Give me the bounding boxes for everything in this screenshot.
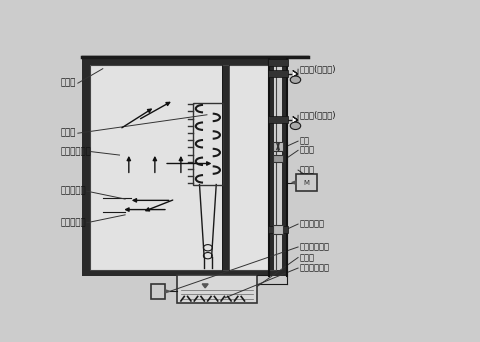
- Text: 加湿器: 加湿器: [300, 253, 315, 262]
- Polygon shape: [292, 181, 296, 184]
- Text: 电动机: 电动机: [300, 166, 315, 174]
- Bar: [268, 226, 288, 233]
- Bar: [268, 60, 288, 66]
- Text: 湿球温度计: 湿球温度计: [61, 218, 86, 227]
- Bar: [90, 65, 276, 270]
- Polygon shape: [293, 117, 298, 123]
- Bar: [273, 155, 283, 162]
- Text: 加湿器电动机: 加湿器电动机: [300, 242, 330, 251]
- Polygon shape: [293, 117, 298, 123]
- Bar: [82, 59, 284, 276]
- Text: 膨胀阀(冷却用): 膨胀阀(冷却用): [300, 65, 336, 74]
- Bar: [269, 59, 287, 276]
- Text: 加湿器风扇: 加湿器风扇: [300, 220, 325, 228]
- Bar: [90, 65, 276, 270]
- Bar: [296, 174, 317, 191]
- Polygon shape: [293, 71, 298, 77]
- Polygon shape: [165, 290, 170, 293]
- Text: 加热器: 加热器: [300, 146, 315, 155]
- Text: 干球温度计: 干球温度计: [61, 187, 86, 196]
- Bar: [177, 275, 257, 303]
- Text: 风扇: 风扇: [300, 136, 310, 146]
- Bar: [193, 103, 223, 185]
- Bar: [268, 116, 288, 123]
- Text: 加湿用加热器: 加湿用加热器: [300, 264, 330, 273]
- Bar: [274, 65, 282, 270]
- Bar: [222, 65, 228, 270]
- Text: 吸气口挡风板: 吸气口挡风板: [61, 147, 92, 156]
- Text: 试验笱: 试验笱: [61, 79, 76, 88]
- Polygon shape: [293, 71, 298, 77]
- Bar: [273, 142, 283, 151]
- Bar: [268, 70, 288, 77]
- Circle shape: [290, 76, 300, 83]
- Polygon shape: [202, 284, 208, 288]
- Bar: [151, 284, 165, 299]
- Text: 冷冻机: 冷冻机: [61, 129, 76, 138]
- Circle shape: [290, 122, 300, 130]
- Text: 膨胀阀(除湿用): 膨胀阀(除湿用): [300, 111, 336, 120]
- Text: M: M: [303, 180, 310, 186]
- Bar: [273, 225, 283, 234]
